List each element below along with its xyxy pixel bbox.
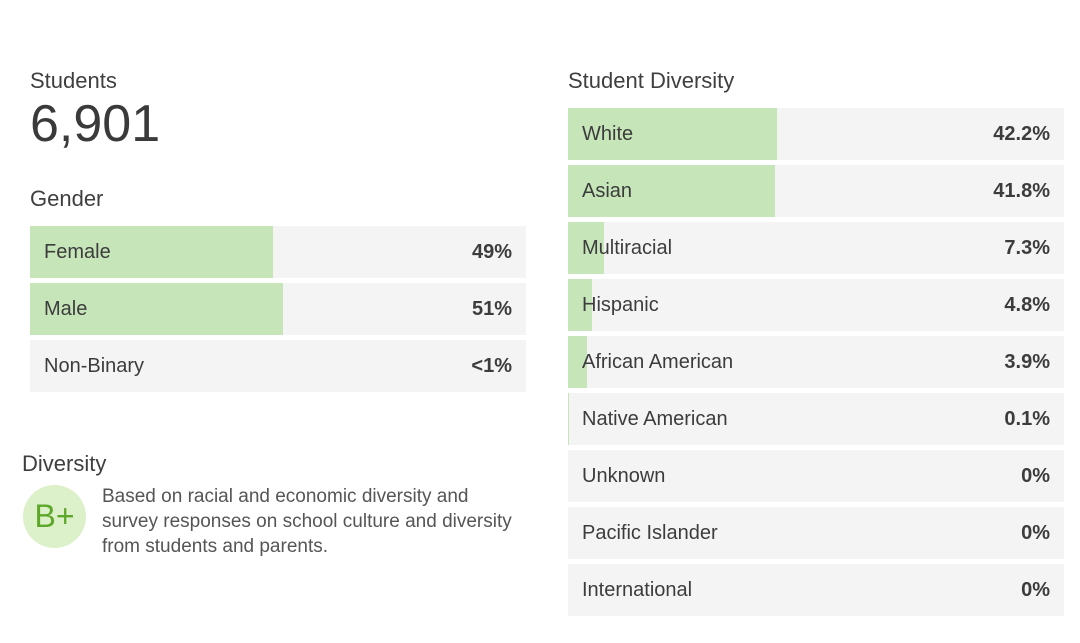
bar-row: White 42.2% [568,108,1064,160]
bar-value: 7.3% [1004,237,1050,259]
bar-fill [568,222,605,274]
bar-row: Native American 0.1% [568,393,1064,445]
bar-label: Asian [582,180,633,202]
bar-label: Native American [582,408,728,430]
bar-fill [30,226,274,278]
bar-row: International 0% [568,564,1064,616]
gender-title: Gender [30,186,104,211]
student-diversity-bar-list: White 42.2% Asian 41.8% Multiracial 7.3% Hispa… [568,108,1064,621]
bar-label: Male [44,298,88,320]
bar-row: Pacific Islander 0% [568,507,1064,559]
bar-label: White [582,123,634,145]
bar-row: Hispanic 4.8% [568,279,1064,331]
bar-value: 0.1% [1004,408,1050,430]
bar-row: Male 51% [30,283,526,335]
diversity-description: Based on racial and economic diversity a… [102,486,512,557]
students-count: 6,901 [30,95,161,153]
bar-label: Hispanic [582,294,659,316]
bar-label: Multiracial [582,237,673,259]
bar-row: African American 3.9% [568,336,1064,388]
bar-value: 42.2% [993,123,1050,145]
diversity-title: Diversity [22,451,107,476]
bar-label: African American [582,351,734,373]
bar-label: Female [44,241,111,263]
bar-value: 51% [471,298,512,320]
bar-value: 0% [1021,522,1050,544]
bar-fill [568,279,592,331]
bar-value: 41.8% [993,180,1050,202]
gender-bar-list: Female 49% Male 51% Non-Binary <1% [30,226,526,397]
bar-row: Female 49% [30,226,526,278]
bar-value: 4.8% [1004,294,1050,316]
student-diversity-title: Student Diversity [568,68,735,93]
bar-fill [568,108,778,160]
bar-row: Unknown 0% [568,450,1064,502]
bar-value: 49% [471,241,512,263]
diversity-grade-badge: B+ [23,485,86,548]
bar-row: Non-Binary <1% [30,340,526,392]
bar-row: Asian 41.8% [568,165,1064,217]
bar-label: Pacific Islander [582,522,718,544]
bar-label: Non-Binary [44,355,145,377]
bar-label: Unknown [582,465,666,487]
bar-fill [568,336,588,388]
bar-value: <1% [471,355,512,377]
bar-label: International [582,579,693,601]
bar-value: 3.9% [1004,351,1050,373]
bar-fill [30,283,283,335]
students-label: Students [30,68,117,93]
bar-value: 0% [1021,465,1050,487]
bar-row: Multiracial 7.3% [568,222,1064,274]
bar-fill [568,165,776,217]
bar-value: 0% [1021,579,1050,601]
